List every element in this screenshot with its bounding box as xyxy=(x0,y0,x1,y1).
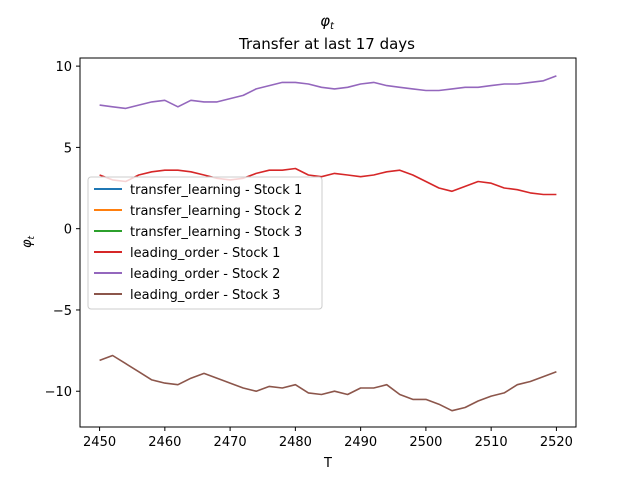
chart-title-subscript: t xyxy=(330,21,335,32)
x-axis-label: T xyxy=(323,456,332,471)
legend: transfer_learning - Stock 1 transfer_lear… xyxy=(87,176,323,310)
y-tick-label: −10 xyxy=(45,385,72,400)
x-tick-label: 2480 xyxy=(279,435,312,450)
legend-label: transfer_learning - Stock 2 xyxy=(130,204,302,219)
x-tick-label: 2470 xyxy=(214,435,247,450)
series-line-leading-order-stock-2 xyxy=(99,75,557,110)
y-tick-label: 5 xyxy=(64,141,72,156)
ticks-layer: 2450 2460 2470 2480 2490 2500 2510 2520 −10 −5 0 5 1… xyxy=(45,60,573,450)
y-axis-label: φt xyxy=(20,235,37,248)
x-tick-label: 2500 xyxy=(409,435,442,450)
x-tick-label: 2450 xyxy=(83,435,116,450)
plot-frame xyxy=(79,57,577,428)
x-tick-label: 2520 xyxy=(540,435,573,450)
x-tick-label: 2510 xyxy=(475,435,508,450)
y-tick-label: −5 xyxy=(53,304,72,319)
chart-title: Transfer at last 17 days xyxy=(238,35,415,53)
legend-label: leading_order - Stock 1 xyxy=(130,246,280,261)
y-axis-label-subscript: t xyxy=(27,235,37,239)
series-layer xyxy=(99,75,557,412)
series-line-leading-order-stock-3 xyxy=(99,354,557,412)
x-tick-label: 2490 xyxy=(344,435,377,450)
legend-label: transfer_learning - Stock 3 xyxy=(130,225,302,240)
y-tick-label: 10 xyxy=(55,60,72,75)
legend-label: leading_order - Stock 3 xyxy=(130,288,280,303)
legend-box xyxy=(87,176,323,310)
series-line-leading-order-stock-1 xyxy=(99,167,557,196)
y-tick-label: 0 xyxy=(64,223,72,238)
chart-title-symbol: φt xyxy=(320,12,335,32)
legend-label: leading_order - Stock 2 xyxy=(130,267,280,282)
legend-label: transfer_learning - Stock 1 xyxy=(130,183,302,198)
x-tick-label: 2460 xyxy=(148,435,181,450)
